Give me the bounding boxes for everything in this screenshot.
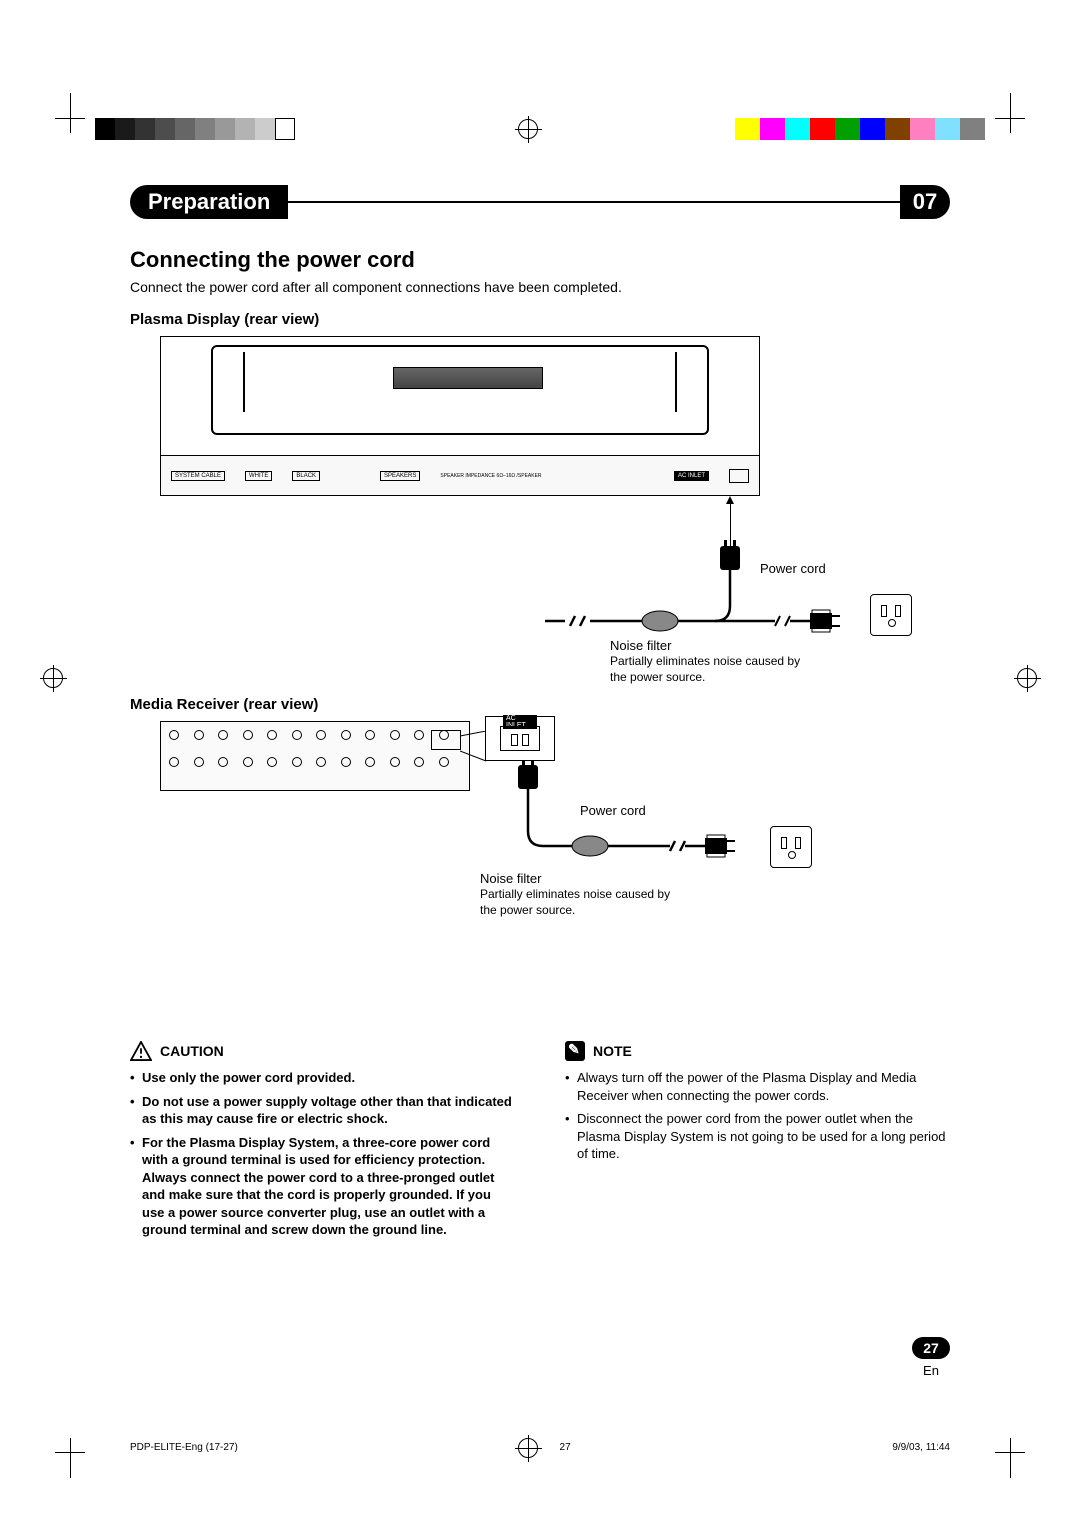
note-item: Disconnect the power cord from the power… xyxy=(565,1110,950,1163)
note-item: Always turn off the power of the Plasma … xyxy=(565,1069,950,1104)
plasma-diagram-area: SYSTEM CABLE WHITE BLACK SPEAKERS SPEAKE… xyxy=(130,336,950,676)
chapter-header: Preparation 07 xyxy=(130,185,950,219)
footer-right: 9/9/03, 11:44 xyxy=(892,1442,950,1453)
printer-marks-top xyxy=(0,113,1080,143)
caution-item: For the Plasma Display System, a three-c… xyxy=(130,1134,515,1239)
plasma-rear-drawing: SYSTEM CABLE WHITE BLACK SPEAKERS SPEAKE… xyxy=(160,336,760,496)
caution-item: Use only the power cord provided. xyxy=(130,1069,515,1087)
notes-row: CAUTION Use only the power cord provided… xyxy=(130,1041,950,1245)
registration-mark-right xyxy=(1017,668,1037,688)
ac-inlet-label: AC INLET xyxy=(674,471,709,481)
noise-filter-desc-2: Partially eliminates noise caused by the… xyxy=(480,887,680,918)
page-number-badge: 27 xyxy=(912,1337,950,1359)
media-receiver-drawing xyxy=(160,721,470,791)
system-cable-label: SYSTEM CABLE xyxy=(171,471,225,481)
media-diagram-area: AC INLET Power cord Noise filter Partial… xyxy=(130,721,950,981)
caution-item: Do not use a power supply voltage other … xyxy=(130,1093,515,1128)
grayscale-bar xyxy=(95,118,295,140)
chapter-title: Preparation xyxy=(130,185,288,219)
caution-icon xyxy=(130,1041,152,1061)
section-title: Connecting the power cord xyxy=(130,247,950,273)
power-cord-plasma-svg xyxy=(510,536,850,646)
black-label: BLACK xyxy=(292,471,320,481)
outlet-plasma xyxy=(870,594,912,636)
section-desc: Connect the power cord after all compone… xyxy=(130,279,950,295)
plasma-subtitle: Plasma Display (rear view) xyxy=(130,311,950,328)
caution-header: CAUTION xyxy=(160,1043,224,1059)
power-cord-label-1: Power cord xyxy=(760,561,826,576)
registration-mark-top xyxy=(518,119,538,139)
chapter-number: 07 xyxy=(900,185,950,219)
registration-mark-left xyxy=(43,668,63,688)
crop-mark-bottom-left xyxy=(55,1408,85,1478)
speakers-label: SPEAKERS xyxy=(380,471,420,481)
impedance-label: SPEAKER IMPEDANCE 6Ω–16Ω /SPEAKER xyxy=(440,473,541,479)
white-label: WHITE xyxy=(245,471,272,481)
footer-center: 27 xyxy=(560,1442,571,1453)
crop-mark-bottom-right xyxy=(995,1408,1025,1478)
page-content: Preparation 07 Connecting the power cord… xyxy=(130,185,950,1245)
caution-column: CAUTION Use only the power cord provided… xyxy=(130,1041,515,1245)
power-cord-label-2: Power cord xyxy=(580,803,646,818)
noise-filter-label-1: Noise filter xyxy=(610,638,671,653)
page-lang: En xyxy=(912,1363,950,1378)
page-number-block: 27 En xyxy=(912,1337,950,1378)
registration-mark-bottom xyxy=(518,1438,538,1458)
footer-left: PDP-ELITE-Eng (17-27) xyxy=(130,1442,238,1453)
noise-filter-label-2: Noise filter xyxy=(480,871,541,886)
note-header: NOTE xyxy=(593,1043,632,1059)
outlet-media xyxy=(770,826,812,868)
color-bar xyxy=(735,118,985,140)
note-column: NOTE Always turn off the power of the Pl… xyxy=(565,1041,950,1245)
note-icon xyxy=(565,1041,585,1061)
noise-filter-desc-1: Partially eliminates noise caused by the… xyxy=(610,654,810,685)
media-subtitle: Media Receiver (rear view) xyxy=(130,696,950,713)
